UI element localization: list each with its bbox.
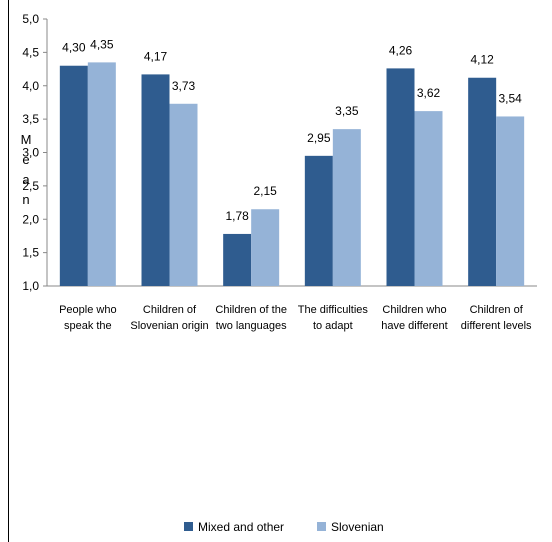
y-tick-label: 3,5: [22, 112, 39, 126]
bar-slovenian: [87, 62, 116, 287]
bar-slovenian: [332, 129, 361, 286]
data-label: 2,95: [307, 131, 331, 145]
y-tick-label: 1,5: [22, 246, 39, 260]
x-tick-label: two languages: [216, 320, 287, 332]
data-label: 3,73: [172, 79, 196, 93]
bar-slovenian: [251, 209, 280, 286]
data-label: 3,54: [498, 91, 522, 105]
data-label: 4,17: [144, 49, 168, 63]
y-tick-label: 2,0: [22, 212, 39, 226]
x-tick-label: Children who: [382, 304, 446, 316]
data-label: 4,35: [90, 37, 114, 51]
x-tick-label: The difficulties: [298, 304, 369, 316]
chart-frame: [8, 0, 552, 542]
x-tick-label: Children of: [470, 304, 524, 316]
bar-mixed: [223, 233, 252, 286]
x-tick-label: have different: [381, 320, 447, 332]
data-label: 3,62: [417, 86, 441, 100]
legend-label-mixed: Mixed and other: [198, 520, 284, 534]
x-tick-label: to adapt: [313, 320, 353, 332]
y-tick-label: 4,5: [22, 45, 39, 59]
bar-mixed: [59, 65, 88, 286]
bar-mixed: [141, 74, 170, 286]
bar-mixed: [468, 77, 497, 287]
data-label: 1,78: [225, 209, 249, 223]
data-label: 3,35: [335, 104, 359, 118]
data-label: 4,26: [389, 43, 413, 57]
y-axis-label-letter: M: [21, 132, 32, 147]
bar-slovenian: [169, 103, 198, 287]
x-tick-label: People who: [59, 304, 117, 316]
x-tick-label: speak the: [64, 320, 112, 332]
legend-swatch-slovenian: [317, 522, 326, 531]
bar-mixed: [386, 68, 415, 287]
y-axis-label-letter: n: [22, 192, 29, 207]
data-label: 4,12: [470, 53, 494, 67]
bar-mixed: [304, 155, 333, 286]
y-tick-label: 5,0: [22, 12, 39, 26]
data-label: 2,15: [253, 184, 277, 198]
y-axis-label-letter: e: [22, 152, 29, 167]
legend-swatch-mixed: [184, 522, 193, 531]
y-tick-label: 3,0: [22, 146, 39, 160]
data-label: 4,30: [62, 41, 86, 55]
y-tick-label: 1,0: [22, 279, 39, 293]
bar-slovenian: [414, 111, 443, 287]
x-tick-label: Children of: [143, 304, 197, 316]
x-tick-label: different levels: [461, 320, 532, 332]
x-tick-label: Slovenian origin: [130, 320, 208, 332]
legend-label-slovenian: Slovenian: [331, 520, 384, 534]
y-axis-label-letter: a: [22, 172, 30, 187]
x-tick-label: Children of the: [215, 304, 287, 316]
y-tick-label: 4,0: [22, 79, 39, 93]
bar-slovenian: [496, 116, 525, 286]
y-tick-label: 2,5: [22, 179, 39, 193]
